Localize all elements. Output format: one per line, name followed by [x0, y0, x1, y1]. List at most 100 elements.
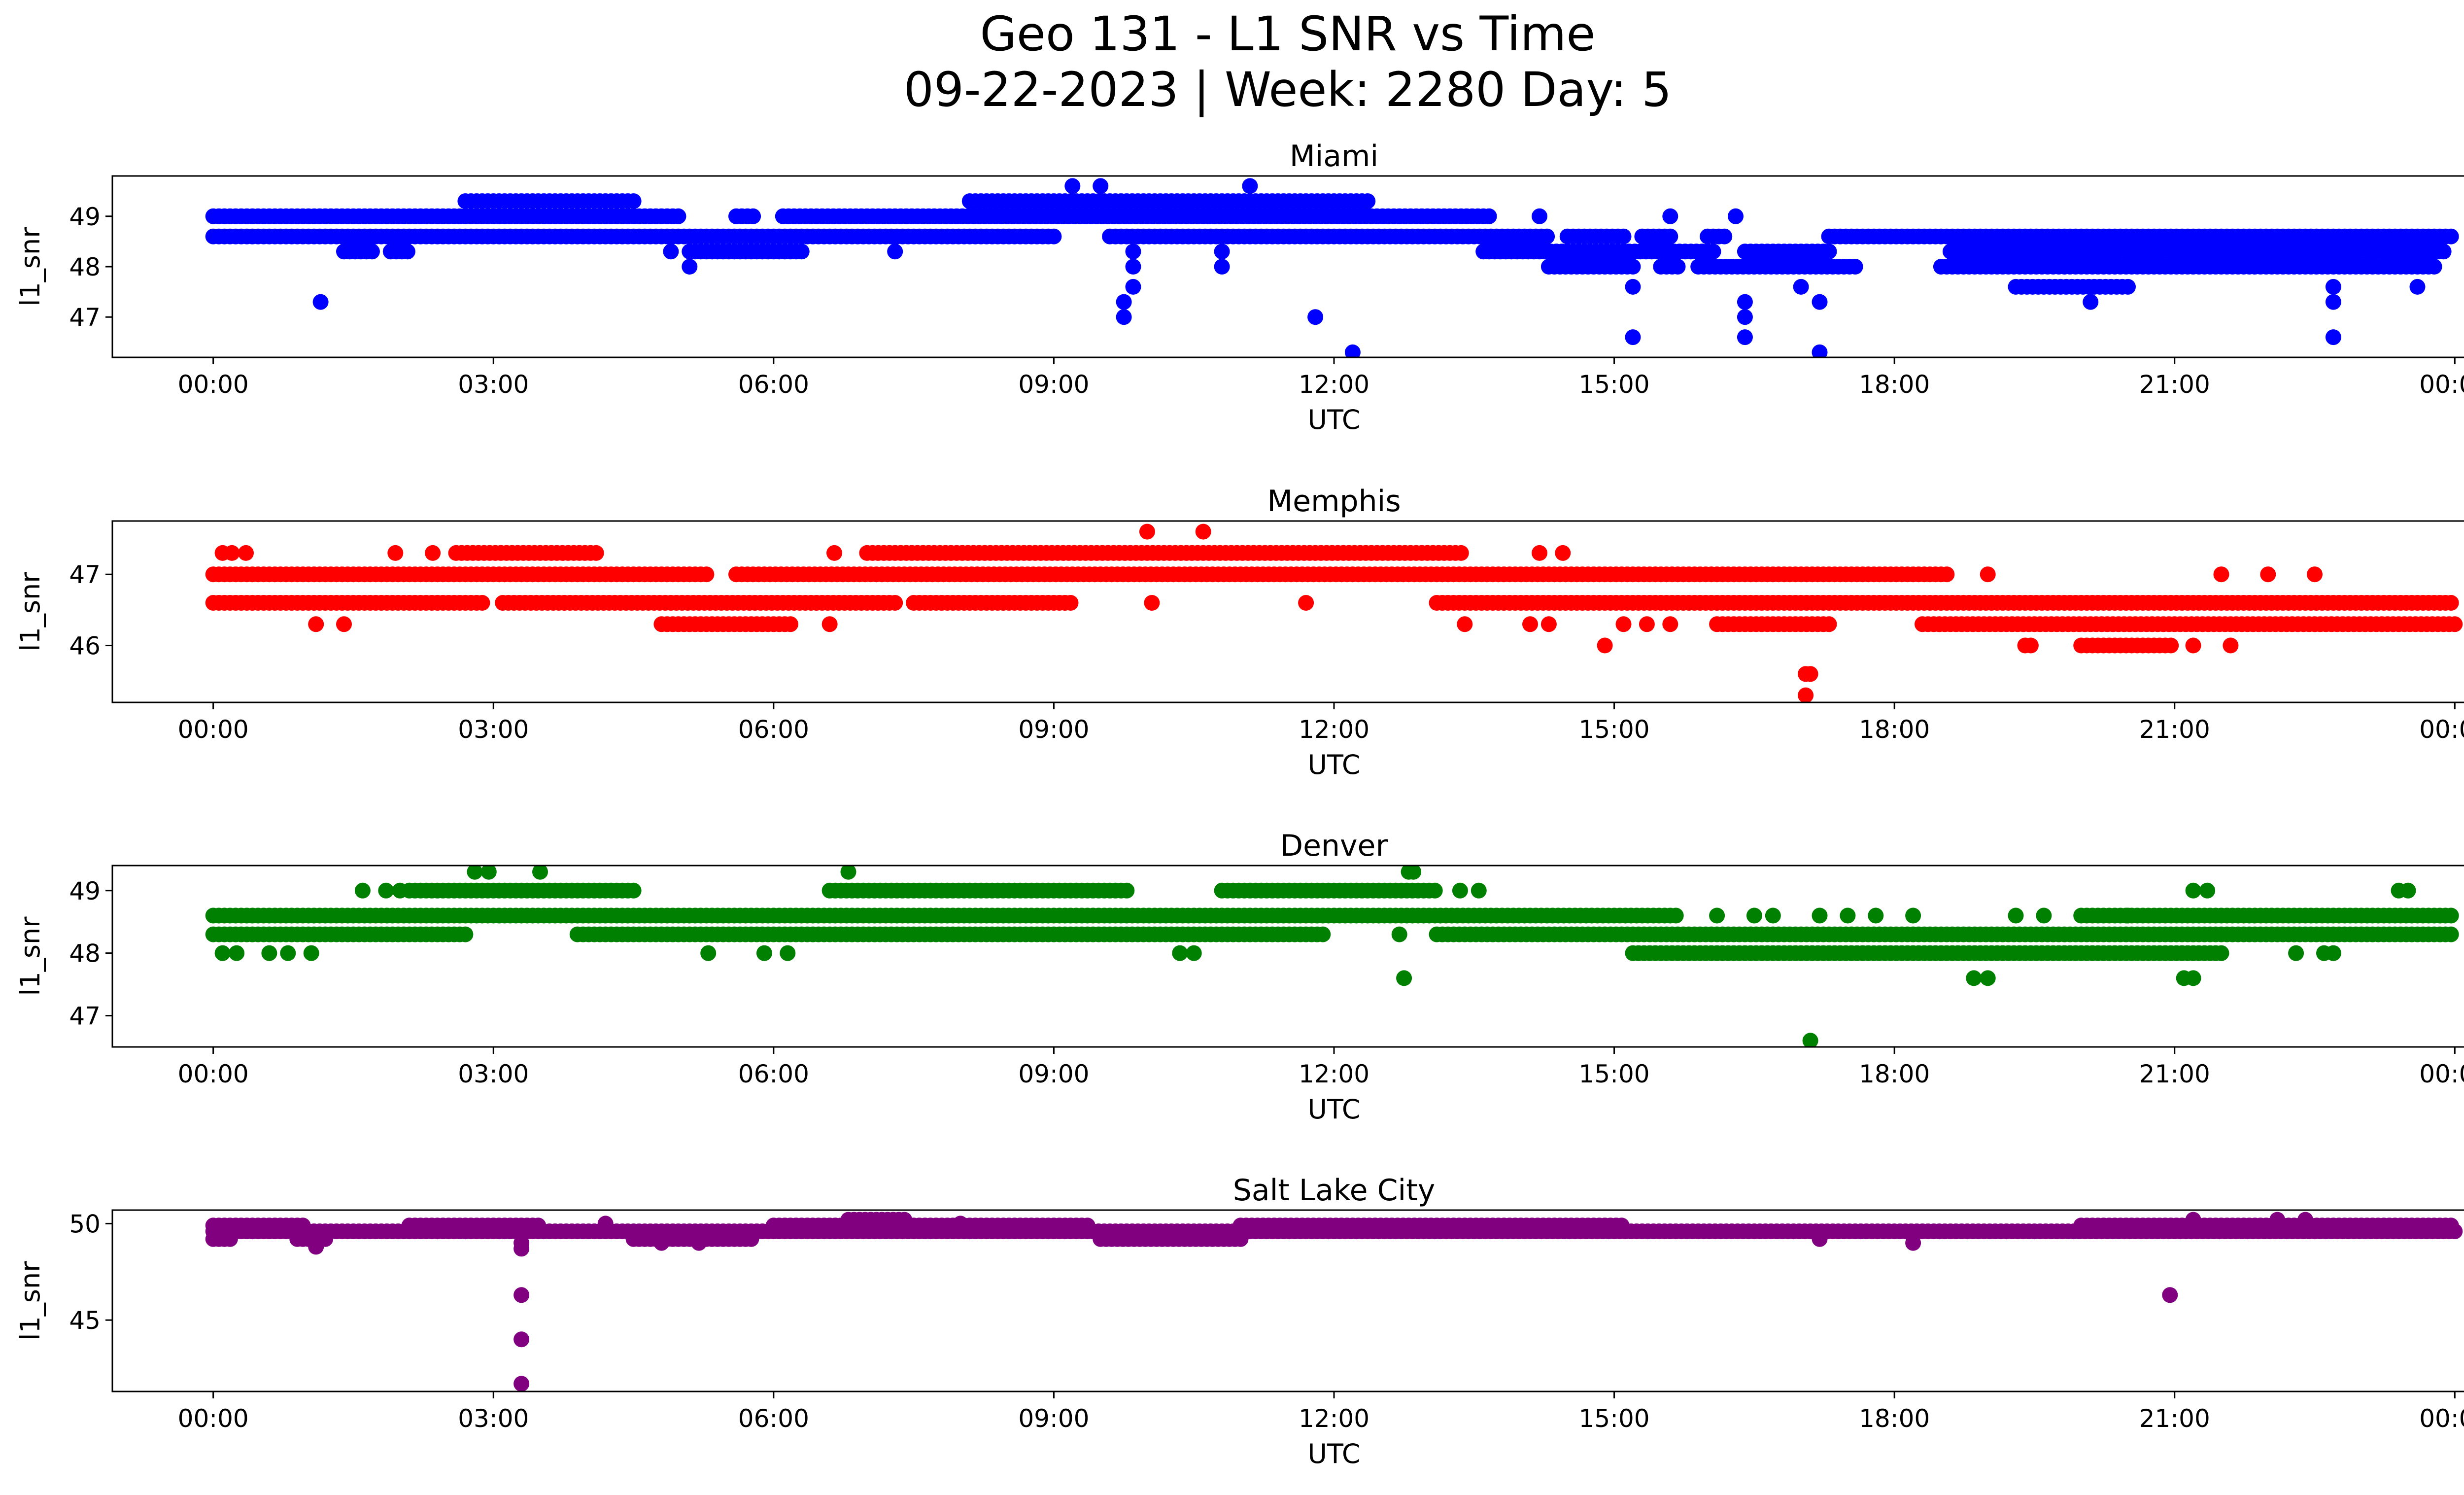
data-point — [1457, 616, 1473, 632]
data-point — [513, 1287, 530, 1303]
data-point — [2325, 294, 2341, 310]
x-tick-label: 00:00 — [178, 370, 249, 399]
data-point — [1046, 228, 1062, 244]
data-point — [480, 866, 497, 880]
figure-title-line2: 09-22-2023 | Week: 2280 Day: 5 — [904, 62, 1672, 118]
data-point — [1116, 309, 1132, 325]
data-point — [745, 208, 761, 224]
data-point — [743, 1231, 759, 1247]
data-point — [1360, 193, 1376, 209]
data-point — [1802, 666, 1818, 682]
data-point — [1746, 907, 1762, 924]
data-point — [1939, 566, 1955, 583]
data-point — [2260, 566, 2276, 583]
y-tick-label: 49 — [69, 203, 101, 231]
x-tick-label: 15:00 — [1579, 370, 1650, 399]
x-tick-label: 00:00 — [2419, 715, 2464, 744]
x-tick-label: 18:00 — [1859, 1404, 1930, 1433]
data-point — [513, 1241, 530, 1257]
series-miami — [205, 178, 2459, 357]
data-point — [530, 1217, 547, 1234]
data-point — [2443, 228, 2459, 244]
data-point — [1905, 907, 1921, 924]
data-point — [2223, 637, 2239, 654]
data-point — [532, 866, 548, 880]
data-point — [474, 595, 490, 611]
data-point — [303, 945, 319, 961]
x-axis-label: UTC — [1307, 1094, 1360, 1125]
data-point — [1812, 907, 1828, 924]
data-point — [588, 545, 604, 561]
data-point — [2213, 945, 2229, 961]
data-point — [2199, 882, 2216, 899]
data-point — [2269, 1212, 2286, 1228]
data-point — [1625, 259, 1641, 275]
data-point — [1307, 309, 1324, 325]
data-point — [2083, 294, 2099, 310]
data-point — [756, 945, 772, 961]
data-point — [1471, 882, 1487, 899]
chart-panels: Miami 00:00 03:00 06:00 09:00 12:00 15:00 18:00… — [15, 139, 2464, 1469]
data-point — [238, 545, 254, 561]
data-point — [1821, 243, 1837, 260]
series-denver — [205, 866, 2459, 1047]
x-tick-label: 12:00 — [1299, 715, 1369, 744]
x-tick-label: 06:00 — [738, 370, 809, 399]
data-point — [2288, 945, 2304, 961]
x-tick-label: 12:00 — [1299, 1060, 1369, 1088]
data-point — [1737, 309, 1753, 325]
data-point — [1064, 178, 1081, 194]
data-point — [691, 1235, 707, 1251]
data-point — [1812, 344, 1828, 357]
data-point — [2447, 616, 2463, 632]
data-point — [780, 945, 796, 961]
data-point — [1812, 294, 1828, 310]
data-point — [698, 566, 715, 583]
data-point — [1186, 945, 1202, 961]
data-point — [2022, 637, 2039, 654]
data-point — [312, 294, 329, 310]
x-axis-label: UTC — [1307, 749, 1360, 780]
data-point — [364, 243, 380, 260]
data-point — [2435, 243, 2452, 260]
data-point — [387, 545, 404, 561]
data-point — [700, 945, 717, 961]
data-point — [1662, 616, 1678, 632]
data-point — [2443, 595, 2459, 611]
data-point — [1847, 259, 1863, 275]
data-point — [826, 545, 842, 561]
data-point — [1705, 243, 1721, 260]
x-tick-label: 00:00 — [2419, 1060, 2464, 1088]
y-tick-label: 48 — [69, 939, 101, 968]
y-tick-label: 47 — [69, 1002, 101, 1031]
data-point — [308, 1239, 324, 1255]
data-point — [2297, 1212, 2314, 1228]
data-point — [214, 945, 231, 961]
y-axis-label: l1_snr — [15, 1261, 46, 1341]
data-point — [1427, 882, 1443, 899]
x-tick-label: 09:00 — [1018, 370, 1089, 399]
data-point — [1062, 595, 1079, 611]
y-tick-label: 45 — [69, 1306, 101, 1335]
data-point — [1540, 616, 1557, 632]
data-point — [1737, 294, 1753, 310]
y-tick-label: 47 — [69, 560, 101, 589]
y-tick-label: 46 — [69, 632, 101, 661]
data-point — [1139, 523, 1155, 540]
data-point — [1555, 545, 1571, 561]
data-point — [1737, 329, 1753, 346]
data-point — [2185, 882, 2201, 899]
data-point — [2325, 329, 2341, 346]
data-point — [2185, 970, 2201, 986]
data-point — [887, 595, 903, 611]
y-tick-label: 48 — [69, 253, 101, 281]
x-tick-label: 09:00 — [1018, 715, 1089, 744]
data-point — [1613, 1217, 1630, 1234]
data-point — [513, 1331, 530, 1348]
data-point — [670, 208, 686, 224]
panel-title: Salt Lake City — [1233, 1173, 1436, 1208]
x-tick-label: 06:00 — [738, 715, 809, 744]
data-point — [295, 1217, 311, 1234]
data-point — [2185, 637, 2201, 654]
data-point — [663, 243, 679, 260]
